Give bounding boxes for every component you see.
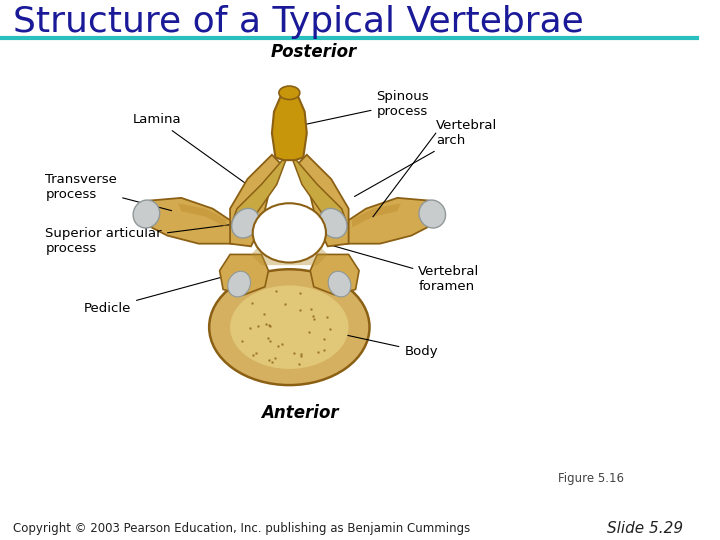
Text: Spinous
process: Spinous process xyxy=(305,90,429,125)
Ellipse shape xyxy=(328,271,351,297)
Ellipse shape xyxy=(230,286,348,369)
Text: Lamina: Lamina xyxy=(132,113,252,188)
Polygon shape xyxy=(310,254,359,295)
Text: Structure of a Typical Vertebrae: Structure of a Typical Vertebrae xyxy=(12,5,583,39)
Ellipse shape xyxy=(210,269,369,385)
Ellipse shape xyxy=(419,200,446,228)
Text: Posterior: Posterior xyxy=(271,43,357,62)
Polygon shape xyxy=(272,90,307,160)
Ellipse shape xyxy=(228,271,251,297)
Text: Vertebral
arch: Vertebral arch xyxy=(354,119,497,197)
Polygon shape xyxy=(352,203,401,227)
Ellipse shape xyxy=(133,200,160,228)
Text: Superior articular
process: Superior articular process xyxy=(45,224,239,255)
Polygon shape xyxy=(293,160,348,230)
Ellipse shape xyxy=(253,203,326,262)
Polygon shape xyxy=(341,198,439,244)
Text: Anterior: Anterior xyxy=(261,404,338,422)
Text: Slide 5.29: Slide 5.29 xyxy=(607,521,683,536)
Text: Body: Body xyxy=(338,333,438,358)
Ellipse shape xyxy=(279,86,300,99)
Polygon shape xyxy=(297,155,348,246)
Polygon shape xyxy=(140,198,237,244)
Ellipse shape xyxy=(232,208,259,238)
Text: Copyright © 2003 Pearson Education, Inc. publishing as Benjamin Cummings: Copyright © 2003 Pearson Education, Inc.… xyxy=(12,522,469,535)
Polygon shape xyxy=(178,203,227,227)
Ellipse shape xyxy=(320,208,347,238)
Polygon shape xyxy=(251,244,328,265)
Text: Pedicle: Pedicle xyxy=(84,275,228,315)
Text: Vertebral
foramen: Vertebral foramen xyxy=(328,245,480,293)
Polygon shape xyxy=(230,155,282,246)
Polygon shape xyxy=(230,160,286,230)
Polygon shape xyxy=(220,254,269,295)
Text: Transverse
process: Transverse process xyxy=(45,173,171,211)
Text: Figure 5.16: Figure 5.16 xyxy=(558,471,624,484)
